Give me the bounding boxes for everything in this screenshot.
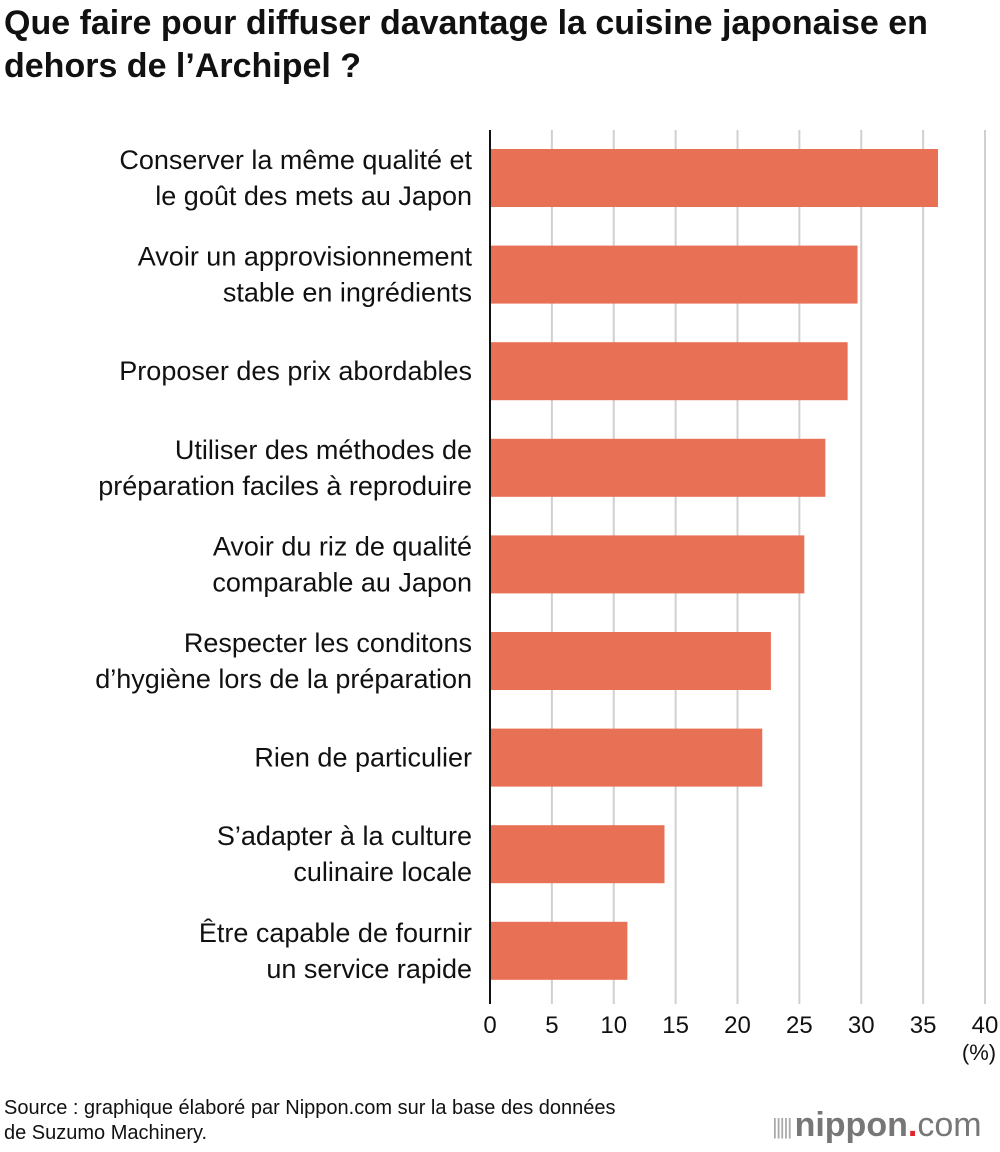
category-label: Avoir un approvisionnement (138, 242, 473, 272)
bar (490, 149, 938, 207)
source-line-1: Source : graphique élaboré par Nippon.co… (4, 1097, 616, 1119)
category-label: Respecter les conditons (184, 628, 472, 658)
x-tick-label: 0 (483, 1012, 496, 1039)
category-label: stable en ingrédients (223, 278, 472, 308)
nippon-logo: ||||| nippon.com (772, 1106, 982, 1144)
category-label: Utiliser des méthodes de (175, 435, 472, 465)
bar (490, 921, 628, 980)
bar (490, 245, 858, 304)
x-tick-label: 20 (724, 1012, 751, 1039)
category-label: Rien de particulier (254, 743, 472, 773)
category-label: Être capable de fournir (199, 917, 472, 948)
bar (490, 825, 665, 884)
x-tick-label: 10 (600, 1012, 627, 1039)
bar (490, 342, 848, 401)
category-label: le goût des mets au Japon (155, 181, 472, 211)
category-label: d’hygiène lors de la préparation (95, 664, 472, 694)
category-label: préparation faciles à reproduire (98, 471, 472, 501)
category-label: S’adapter à la culture (217, 821, 472, 851)
source-note: Source : graphique élaboré par Nippon.co… (4, 1096, 616, 1146)
x-tick-label: 5 (545, 1012, 558, 1039)
category-label: comparable au Japon (212, 567, 472, 597)
bar (490, 438, 826, 497)
source-line-2: de Suzumo Machinery. (4, 1122, 208, 1144)
x-tick-label: 30 (848, 1012, 875, 1039)
x-tick-label: 35 (910, 1012, 937, 1039)
logo-waves-icon: ||||| (772, 1114, 793, 1140)
x-tick-label: 40 (972, 1012, 999, 1039)
category-label: Conserver la même qualité et (119, 145, 472, 175)
x-tick-label: 15 (662, 1012, 689, 1039)
x-tick-label: 25 (786, 1012, 813, 1039)
category-label: Proposer des prix abordables (119, 356, 472, 386)
bar (490, 632, 771, 690)
category-label: un service rapide (266, 954, 472, 984)
bar (490, 728, 763, 787)
chart-title: Que faire pour diffuser davantage la cui… (4, 4, 928, 85)
category-label: Avoir du riz de qualité (213, 531, 472, 561)
category-label: culinaire locale (293, 857, 472, 887)
bar (490, 535, 805, 594)
x-unit-label: (%) (962, 1040, 996, 1065)
